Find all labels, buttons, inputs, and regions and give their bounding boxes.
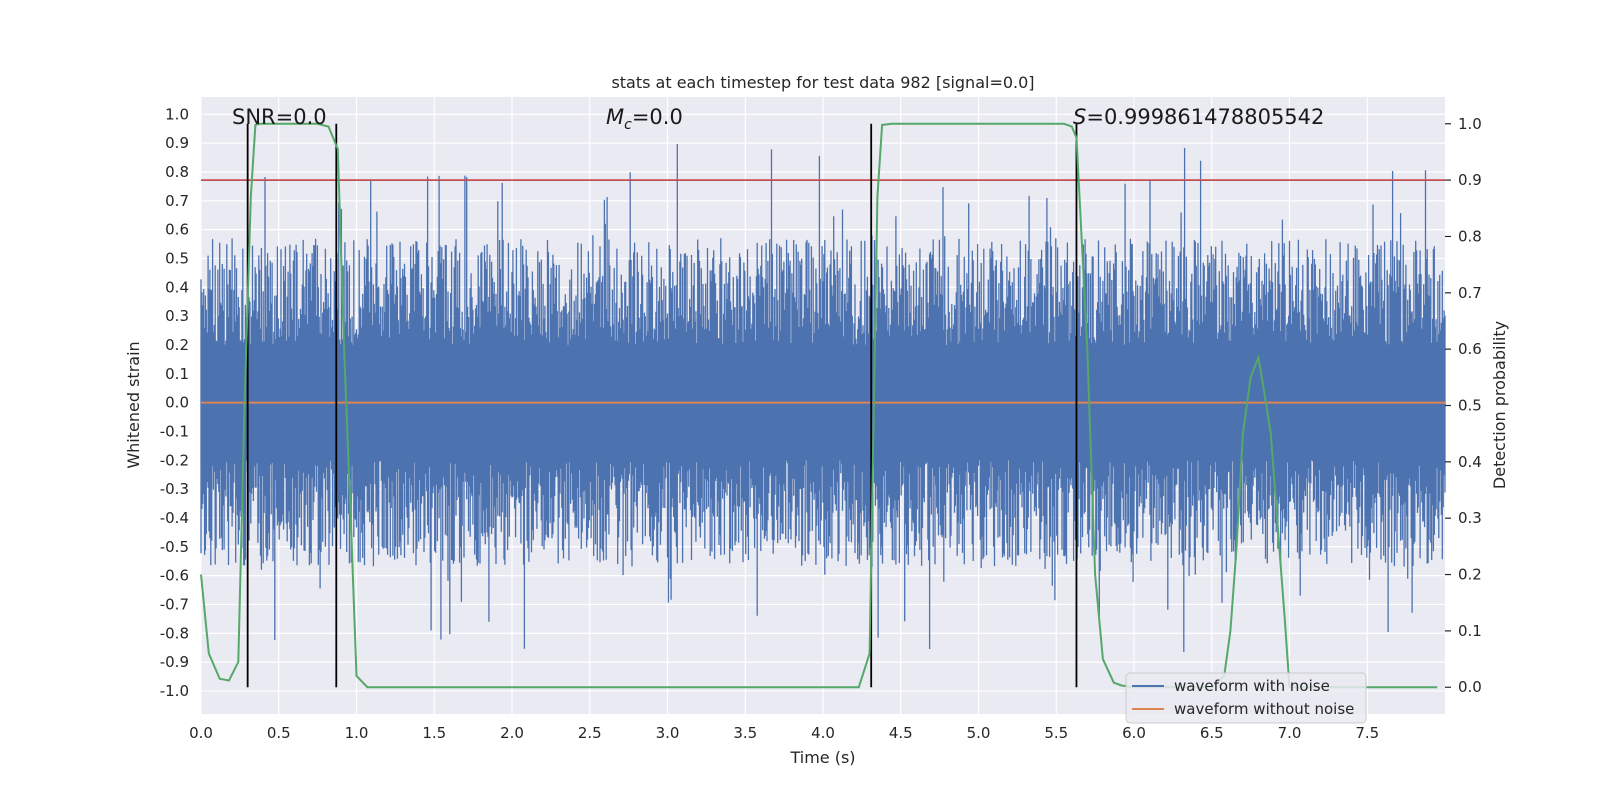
x-tick-label: 4.0 <box>811 724 835 742</box>
x-tick-label: 0.5 <box>267 724 291 742</box>
legend-label-no-noise: waveform without noise <box>1174 700 1354 718</box>
y2-tick-label: 0.9 <box>1458 171 1482 189</box>
y-tick-label: 0.2 <box>165 336 189 354</box>
y-tick-label: 0.9 <box>165 134 189 152</box>
y2-tick-label: 0.7 <box>1458 284 1482 302</box>
y2-tick-label: 0.0 <box>1458 678 1482 696</box>
x-tick-label: 5.0 <box>967 724 991 742</box>
y-tick-label: -0.9 <box>160 653 189 671</box>
y2-tick-label: 0.3 <box>1458 509 1482 527</box>
legend-label-noise: waveform with noise <box>1174 677 1330 695</box>
y-tick-label: 0.7 <box>165 192 189 210</box>
x-tick-label: 1.5 <box>422 724 446 742</box>
s-annotation: S=0.999861478805542 <box>1073 105 1324 129</box>
y-tick-label: 0.3 <box>165 307 189 325</box>
y2-tick-label: 0.1 <box>1458 622 1482 640</box>
s-value: =0.999861478805542 <box>1086 105 1324 129</box>
y-tick-label: -0.7 <box>160 595 189 613</box>
x-tick-label: 3.0 <box>656 724 680 742</box>
y-tick-label: 0.6 <box>165 221 189 239</box>
x-tick-label: 4.5 <box>889 724 913 742</box>
x-tick-label: 2.0 <box>500 724 524 742</box>
y2-tick-label: 0.8 <box>1458 227 1482 245</box>
y-tick-label: -0.8 <box>160 624 189 642</box>
y-tick-label: -0.3 <box>160 480 189 498</box>
s-symbol: S <box>1073 105 1086 129</box>
y-tick-label: 0.1 <box>165 365 189 383</box>
x-tick-label: 6.0 <box>1122 724 1146 742</box>
noise-waveform-path <box>200 144 1446 652</box>
y-tick-label: 0.5 <box>165 249 189 267</box>
y2-axis-label: Detection probability <box>1490 321 1509 489</box>
y-tick-label: -0.5 <box>160 538 189 556</box>
x-tick-label: 2.5 <box>578 724 602 742</box>
y-tick-label: -0.6 <box>160 567 189 585</box>
y-tick-label: -0.2 <box>160 451 189 469</box>
mc-value: =0.0 <box>632 105 683 129</box>
mc-symbol: M <box>606 105 624 129</box>
y2-tick-label: 0.5 <box>1458 397 1482 415</box>
snr-annotation: SNR=0.0 <box>232 105 327 129</box>
y-tick-label: 1.0 <box>165 105 189 123</box>
overlays <box>200 122 1445 689</box>
y-tick-label: 0.8 <box>165 163 189 181</box>
x-tick-label: 7.0 <box>1278 724 1302 742</box>
legend: waveform with noise waveform without noi… <box>1125 672 1367 724</box>
y2-tick-label: 1.0 <box>1458 115 1482 133</box>
y2-tick-label: 0.2 <box>1458 566 1482 584</box>
x-tick-label: 1.0 <box>345 724 369 742</box>
detection-probability-line <box>200 122 1438 689</box>
x-tick-label: 0.0 <box>189 724 213 742</box>
mc-annotation: Mc=0.0 <box>606 105 683 133</box>
chart-title: stats at each timestep for test data 982… <box>611 73 1034 92</box>
y-tick-label: -0.4 <box>160 509 189 527</box>
x-tick-label: 6.5 <box>1200 724 1224 742</box>
mc-subscript: c <box>624 117 632 133</box>
x-axis-label: Time (s) <box>789 748 855 767</box>
y-axis-label: Whitened strain <box>124 341 143 468</box>
y2-tick-label: 0.6 <box>1458 340 1482 358</box>
y-tick-label: 0.0 <box>165 394 189 412</box>
y-tick-label: 0.4 <box>165 278 189 296</box>
x-tick-label: 3.5 <box>733 724 757 742</box>
x-tick-label: 5.5 <box>1044 724 1068 742</box>
y-tick-label: -1.0 <box>160 682 189 700</box>
x-tick-label: 7.5 <box>1355 724 1379 742</box>
y-tick-label: -0.1 <box>160 422 189 440</box>
legend-box <box>1125 672 1367 724</box>
ticks: 0.0 0.5 1.0 1.5 2.0 2.5 3.0 3.5 4.0 4.5 5.0 5.5 6.0 6… <box>160 105 1482 742</box>
y2-tick-label: 0.4 <box>1458 453 1482 471</box>
